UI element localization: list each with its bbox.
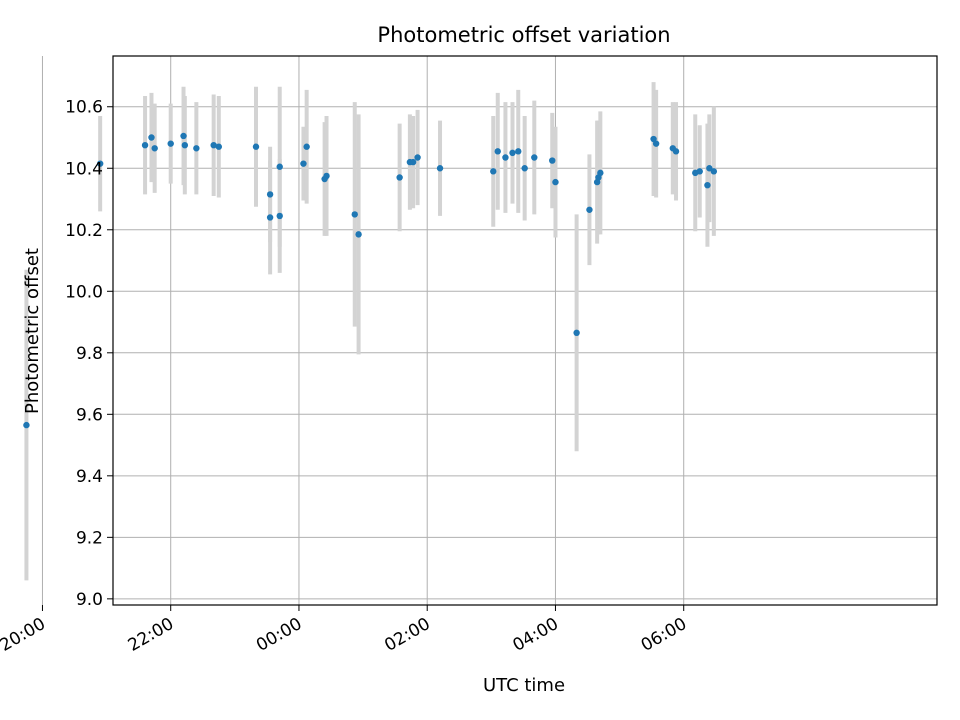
data-point [396,174,403,181]
plot-frame [112,55,938,606]
data-point [502,154,509,161]
data-point [23,421,30,429]
data-point [167,140,174,147]
y-axis-label: Photometric offset [22,248,43,414]
data-point [696,168,703,175]
data-points [23,132,718,429]
y-tick-label: 10.2 [65,221,103,241]
data-point [303,143,310,150]
data-point [586,206,593,213]
data-point [351,211,358,218]
data-point [181,141,189,149]
data-point [652,140,660,147]
data-point [710,168,718,175]
y-tick-label: 9.2 [76,528,103,548]
data-point [672,148,680,155]
data-point [409,158,417,166]
data-point [210,141,217,149]
y-tick-label: 9.4 [76,467,103,487]
data-point [704,181,711,189]
data-point [276,212,283,220]
data-point [597,169,604,177]
data-point [414,154,421,161]
data-point [509,149,516,157]
data-point [180,132,187,140]
y-tick-label: 9.8 [76,344,103,364]
data-point [521,165,528,172]
chart-title: Photometric offset variation [377,23,670,47]
data-point [436,165,444,172]
y-tick-label: 9.6 [76,405,103,425]
y-axis-ticks: 9.0 9.2 9.4 9.6 9.8 10.0 10.2 10.4 10.6 [65,98,113,610]
data-point [193,145,200,152]
y-tick-label: 9.0 [76,590,103,610]
data-point [151,145,158,152]
data-point [573,329,580,337]
y-tick-label: 10.6 [65,98,103,118]
data-point [266,191,274,198]
data-point [494,148,501,155]
data-point [141,141,149,149]
data-point [252,143,260,150]
data-point [490,168,497,175]
data-point [706,165,713,172]
data-point [531,154,538,161]
data-point [148,134,155,141]
data-point [323,172,330,180]
y-tick-label: 10.0 [65,282,103,302]
x-axis-label: UTC time [483,675,565,696]
data-point [549,157,556,164]
data-point [96,160,104,167]
data-point [515,148,522,155]
data-point [276,163,283,170]
data-point [300,160,307,167]
data-point [552,178,559,186]
y-tick-label: 10.4 [65,159,103,179]
data-point [355,231,362,238]
data-point [266,214,274,221]
data-point [215,143,223,150]
